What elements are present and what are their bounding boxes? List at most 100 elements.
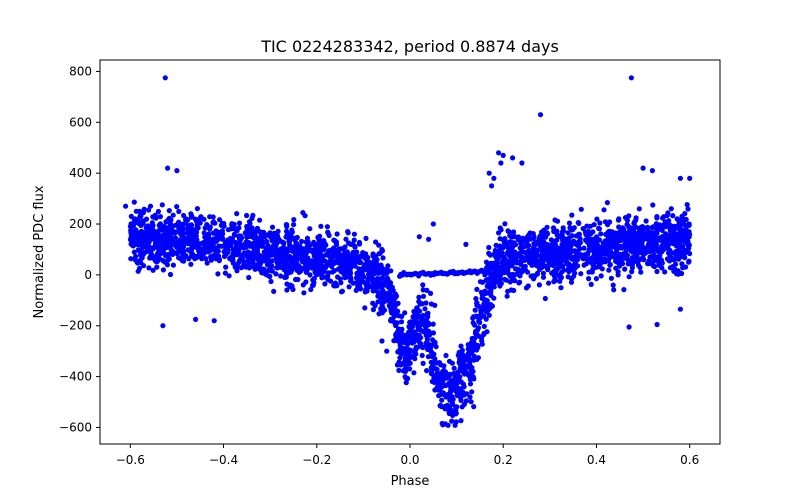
data-point xyxy=(627,227,633,234)
data-point xyxy=(474,300,480,306)
data-point xyxy=(498,160,504,166)
data-point xyxy=(479,341,485,347)
data-point xyxy=(357,272,363,278)
data-point xyxy=(328,278,334,284)
data-point xyxy=(455,352,461,358)
data-point xyxy=(137,208,143,214)
data-point xyxy=(554,218,561,224)
data-point xyxy=(259,243,265,249)
data-point xyxy=(194,206,200,212)
data-point xyxy=(508,234,515,240)
data-point xyxy=(446,392,452,399)
data-point xyxy=(486,244,492,251)
data-point xyxy=(246,219,253,225)
data-point xyxy=(517,259,523,265)
data-point xyxy=(166,208,172,214)
data-point xyxy=(254,225,260,231)
data-point xyxy=(572,265,578,271)
data-point xyxy=(505,266,511,273)
data-point xyxy=(547,245,553,251)
data-point xyxy=(615,272,621,278)
data-point xyxy=(161,237,167,243)
data-point xyxy=(633,244,640,250)
data-point xyxy=(139,245,145,251)
data-point xyxy=(606,244,612,250)
data-point xyxy=(456,387,462,394)
data-point xyxy=(283,222,289,228)
data-point xyxy=(505,228,511,234)
data-point xyxy=(540,274,547,280)
data-point xyxy=(453,419,459,425)
data-point xyxy=(601,207,607,213)
data-point xyxy=(276,259,282,265)
data-point xyxy=(179,243,186,249)
data-point xyxy=(423,342,429,348)
data-point xyxy=(175,249,181,255)
data-point xyxy=(481,323,487,329)
data-point xyxy=(283,263,289,269)
data-point xyxy=(521,257,528,263)
data-point xyxy=(458,397,464,403)
data-point xyxy=(429,378,435,385)
data-point xyxy=(475,344,481,350)
data-point xyxy=(572,249,578,255)
data-point xyxy=(160,323,166,329)
data-point xyxy=(153,231,159,237)
data-point xyxy=(541,254,548,260)
data-point xyxy=(269,224,276,230)
data-point xyxy=(207,247,213,254)
data-point xyxy=(519,238,526,245)
data-point xyxy=(166,256,172,262)
data-point xyxy=(376,242,382,248)
data-point xyxy=(566,220,573,226)
data-point xyxy=(668,206,674,212)
data-point xyxy=(350,259,356,265)
data-point xyxy=(211,318,217,324)
data-point xyxy=(540,270,547,276)
data-point xyxy=(338,289,345,295)
data-point xyxy=(607,254,613,260)
data-point xyxy=(123,203,129,209)
data-point xyxy=(420,312,426,319)
data-point xyxy=(158,222,164,228)
data-point xyxy=(347,265,353,271)
data-point xyxy=(406,354,412,360)
data-point xyxy=(671,268,677,274)
data-point xyxy=(687,231,693,237)
data-point xyxy=(146,207,152,213)
data-point xyxy=(651,248,657,254)
data-point xyxy=(633,215,639,221)
data-point xyxy=(402,346,408,352)
data-point xyxy=(505,288,511,294)
data-point xyxy=(130,243,136,249)
data-point xyxy=(662,269,668,275)
data-point xyxy=(282,274,288,280)
data-point xyxy=(128,256,134,262)
data-point xyxy=(624,222,630,228)
data-point xyxy=(315,254,321,260)
data-point xyxy=(608,275,615,281)
data-point xyxy=(301,252,307,259)
data-point xyxy=(677,306,684,312)
data-point xyxy=(388,296,394,302)
data-point xyxy=(636,225,642,231)
data-point xyxy=(131,249,137,255)
data-point xyxy=(538,264,544,270)
data-point xyxy=(344,249,350,255)
data-point xyxy=(194,237,200,243)
data-point xyxy=(137,239,143,245)
data-point xyxy=(554,237,560,243)
data-point xyxy=(449,418,455,424)
data-point xyxy=(649,168,656,174)
data-point xyxy=(537,112,544,118)
data-point xyxy=(265,242,271,249)
data-point xyxy=(686,245,692,252)
data-point xyxy=(397,348,403,354)
data-point xyxy=(540,235,546,241)
data-point xyxy=(194,241,200,247)
data-point xyxy=(416,234,422,240)
data-point xyxy=(523,237,529,243)
data-point xyxy=(502,221,508,227)
data-point xyxy=(481,313,487,319)
data-point xyxy=(581,245,587,251)
